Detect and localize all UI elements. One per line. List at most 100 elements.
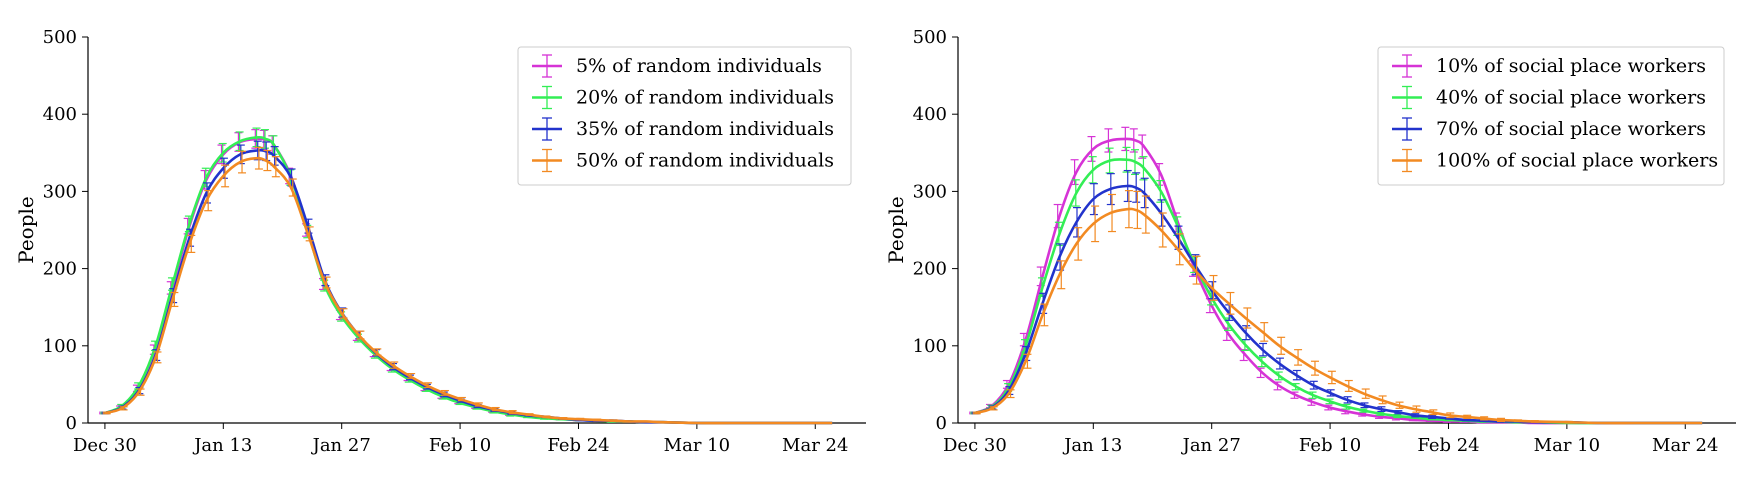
legend-item: 50% of random individuals [532,148,834,173]
error-bar [1257,356,1266,368]
legend-label: 5% of random individuals [576,55,822,77]
error-bar [373,348,382,356]
y-tick-label: 400 [43,104,77,125]
error-bar [1358,412,1367,417]
chart-panel-2: 0 100 200 300 400 500 Dec 30 Jan 13 Jan 27 Feb 10… [884,27,1736,456]
y-tick-label: 200 [43,259,77,280]
x-tick-label: Mar 24 [1652,435,1718,456]
error-bar [390,361,399,369]
legend-item: 5% of random individuals [532,54,822,78]
legend-label: 50% of random individuals [576,150,834,172]
error-bar [1307,398,1316,406]
error-bar [170,291,179,308]
error-bar [1192,255,1201,285]
y-tick-label: 400 [913,104,947,125]
legend-label: 40% of social place workers [1436,87,1706,109]
error-bar [187,234,196,253]
legend-item: 20% of random individuals [532,85,834,110]
x-tick-label: Jan 27 [1181,435,1241,456]
error-bar [235,131,244,152]
error-bar [1361,388,1370,399]
error-bar [1023,353,1032,369]
error-bar [972,411,981,415]
error-bar [1344,379,1353,392]
error-bar [1463,414,1472,419]
series-4 [972,190,1703,425]
error-bar [1327,370,1336,385]
error-bar [542,415,551,419]
error-bar [1260,322,1269,342]
series-line [104,148,833,425]
error-bar [1273,381,1282,391]
series-3 [971,169,1703,425]
y-axis-label: People [884,196,908,263]
error-bar [1310,360,1319,376]
legend-box [517,46,852,186]
legend-item: 100% of social place workers [1392,148,1718,173]
error-bar [1290,391,1299,399]
error-bar [136,388,145,396]
error-bar [1057,260,1066,290]
series-line [974,184,1703,425]
error-bar [1133,190,1142,230]
error-bar [1480,416,1489,421]
error-bar [1239,349,1248,362]
x-tick-label: Mar 24 [782,435,848,456]
error-bar [440,389,449,396]
legend: 10% of social place workers 40% of social… [1377,46,1725,186]
legend-label: 70% of social place workers [1436,118,1706,140]
error-bar [1274,371,1283,381]
error-bar [1054,221,1063,247]
error-bar [1530,420,1539,423]
x-tick-label: Jan 13 [192,435,252,456]
legend-label: 35% of random individuals [576,118,834,140]
y-tick-label: 500 [913,27,947,48]
y-tick-label: 0 [66,413,77,434]
error-bar [339,308,348,319]
error-bar [271,156,280,178]
legend-item: 40% of social place workers [1392,85,1706,110]
error-bar [1158,212,1167,248]
error-bar [1564,420,1573,424]
series-line [974,207,1703,425]
error-bar [1108,193,1117,233]
x-tick-label: Feb 10 [429,435,491,456]
error-bar [1429,409,1438,416]
error-bar [1428,414,1437,419]
error-bar [1294,349,1303,366]
y-tick-label: 100 [913,336,947,357]
error-bar [1461,418,1470,422]
chart-panel-1: 0 100 200 300 400 500 Dec 30 Jan 13 Jan 27 Feb 10… [14,27,866,456]
error-bar [119,406,128,411]
legend-item: 70% of social place workers [1392,117,1706,141]
error-bar [1156,179,1165,203]
error-bar [457,396,466,402]
legend-label: 20% of random individuals [576,87,834,109]
x-tick-label: Dec 30 [73,435,137,456]
error-bar [1359,408,1368,413]
y-axis-label: People [14,196,38,263]
error-bar [1139,156,1148,181]
error-bar [1446,412,1455,419]
series-4 [102,146,833,425]
legend-label: 10% of social place workers [1436,55,1706,77]
error-bar [1325,398,1334,405]
x-tick-label: Mar 10 [1534,435,1600,456]
error-bar [1175,233,1184,266]
error-bar [288,178,297,197]
error-bar [989,406,998,411]
error-bar [610,419,619,423]
error-bar [1209,274,1218,301]
y-tick-label: 500 [43,27,77,48]
error-bar [1408,418,1417,422]
error-bar [1259,342,1268,357]
error-bar [525,413,534,416]
error-bar [1393,413,1402,419]
legend-box [1377,46,1725,186]
error-bar [1040,303,1049,327]
error-bar [1412,405,1421,413]
error-bar [1324,404,1333,411]
error-bar [238,150,247,174]
y-tick-label: 100 [43,336,77,357]
